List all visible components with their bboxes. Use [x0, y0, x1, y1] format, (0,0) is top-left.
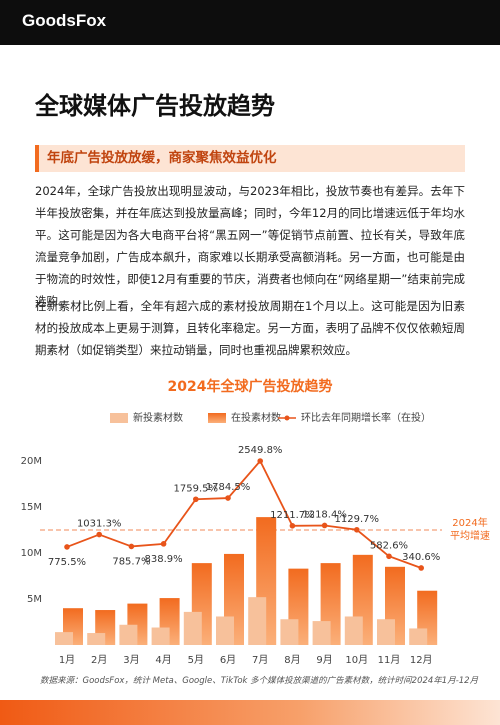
data-label: 838.9% — [145, 554, 183, 565]
bar — [344, 616, 363, 645]
header-bar: GoodsFox — [0, 0, 500, 45]
paragraph: 在新素材比例上看，全年有超六成的素材投放周期在1个月以上。这可能是因为旧素材的投… — [35, 299, 465, 357]
average-label: 平均增速 — [450, 529, 490, 542]
x-tick-label: 1月 — [59, 654, 75, 666]
data-label: 775.5% — [48, 557, 86, 568]
y-tick-label: 20M — [21, 456, 42, 467]
average-label: 2024年 — [452, 516, 487, 529]
data-label: 582.6% — [370, 540, 408, 551]
data-label: 2549.8% — [238, 445, 283, 456]
x-tick-label: 2月 — [91, 654, 107, 666]
bar — [151, 627, 170, 645]
data-label: 1211.7% — [270, 510, 315, 521]
line-point — [386, 553, 392, 560]
bar — [87, 633, 106, 645]
page-title: 全球媒体广告投放趋势 — [35, 92, 275, 120]
y-tick-label: 5M — [27, 594, 42, 605]
chart-title: 2024年全球广告投放趋势 — [168, 378, 333, 395]
line-point — [289, 523, 296, 529]
data-label: 785.7% — [112, 556, 150, 567]
data-label: 1759.5% — [174, 483, 219, 494]
source-note: 数据来源：GoodsFox，统计 Meta、Google、TikTok 多个媒体… — [40, 676, 479, 686]
y-tick-label: 10M — [21, 548, 42, 559]
line-point — [160, 541, 167, 547]
line-point — [128, 543, 135, 550]
bar — [55, 632, 73, 645]
line-point — [418, 565, 425, 571]
x-tick-label: 5月 — [188, 654, 204, 666]
bar — [183, 611, 202, 645]
line-point — [257, 458, 264, 464]
line-point — [225, 495, 231, 501]
bar — [409, 628, 428, 645]
bar — [312, 621, 331, 645]
bar — [216, 616, 234, 645]
data-label: 1218.4% — [302, 509, 347, 520]
data-label: 1784.5% — [206, 482, 251, 493]
x-tick-label: 10月 — [345, 654, 368, 666]
x-tick-label: 8月 — [284, 654, 300, 666]
footer-bar — [0, 700, 500, 725]
legend-swatch — [208, 413, 226, 423]
legend-swatch — [110, 413, 128, 423]
line-point — [64, 544, 70, 550]
x-tick-label: 12月 — [410, 654, 433, 666]
data-label: 340.6% — [402, 552, 440, 563]
line — [66, 459, 422, 569]
legend-label: 环比去年同期增长率（在投） — [301, 411, 431, 424]
y-tick-label: 15M — [21, 502, 42, 513]
line-point — [354, 526, 360, 533]
subtitle: 年底广告投放放缓，商家聚焦效益优化 — [35, 145, 465, 172]
x-tick-label: 4月 — [155, 654, 171, 666]
bar — [377, 619, 395, 645]
x-tick-label: 3月 — [123, 654, 139, 666]
legend-label: 在投素材数 — [231, 411, 281, 424]
bar — [248, 597, 267, 645]
bar — [280, 619, 299, 645]
paragraph: 2024年，全球广告投放出现明显波动，与2023年相比，投放节奏也有差异。去年下… — [35, 184, 465, 308]
logo: GoodsFox — [22, 11, 107, 30]
bar — [119, 624, 138, 645]
line-point — [193, 496, 199, 503]
data-label: 1129.7% — [335, 514, 380, 525]
line-point — [321, 522, 328, 529]
chart: 2024年全球广告投放趋势 5M 10M 15M 20M 1月 2月 3月 4月 5月 6月 7月 8… — [21, 378, 490, 666]
legend-swatch — [284, 415, 290, 421]
line-point — [96, 531, 102, 538]
data-label: 1031.3% — [77, 519, 122, 530]
x-tick-label: 11月 — [378, 654, 401, 666]
x-tick-label: 7月 — [252, 654, 268, 666]
x-tick-label: 6月 — [220, 654, 236, 666]
x-tick-label: 9月 — [316, 654, 332, 666]
legend-label: 新投素材数 — [133, 411, 183, 424]
